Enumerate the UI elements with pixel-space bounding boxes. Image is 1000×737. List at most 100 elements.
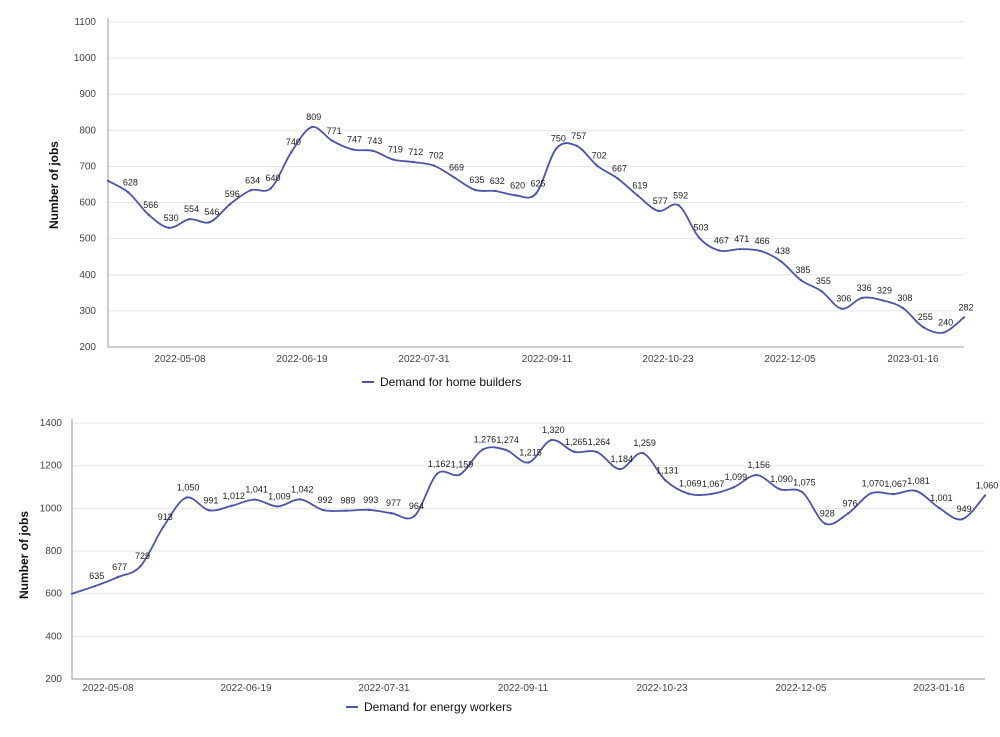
home-data-point-12	[351, 148, 354, 151]
energy-data-label-22: 1,265	[565, 437, 588, 447]
energy-xtick-label-2022-12-05: 2022-12-05	[775, 683, 827, 694]
energy-data-label-10: 1,042	[291, 484, 314, 494]
home-data-label-24: 702	[592, 151, 607, 161]
home-data-label-38: 329	[877, 285, 892, 295]
energy-data-label-33: 928	[820, 509, 835, 519]
energy-ytick-label-1400: 1400	[40, 418, 63, 429]
home-data-label-30: 467	[714, 236, 729, 246]
home-data-label-9: 740	[286, 137, 301, 147]
energy-data-point-28	[709, 492, 713, 496]
home-data-label-19: 632	[490, 176, 505, 186]
home-data-point-2	[147, 213, 150, 217]
home-data-point-8	[269, 186, 273, 190]
energy-data-point-7	[230, 504, 233, 507]
energy-data-point-13	[367, 508, 370, 512]
home-data-point-33	[779, 259, 782, 263]
chart-home-builders-svg: 200 300 400 500 600 700 800 900 1000 1100 2022-05-…	[47, 17, 974, 389]
energy-data-label-12: 989	[340, 496, 355, 506]
energy-data-label-24: 1,184	[611, 454, 634, 464]
home-data-point-41	[942, 331, 945, 334]
home-data-point-10	[310, 125, 314, 129]
home-data-point-15	[412, 160, 415, 164]
energy-data-label-14: 977	[386, 498, 401, 508]
home-data-label-35: 355	[816, 276, 831, 286]
home-data-point-42	[962, 316, 966, 319]
energy-data-point-0	[70, 592, 74, 595]
home-data-point-13	[371, 149, 375, 153]
energy-y-axis-title: Number of jobs	[17, 511, 31, 599]
chart-energy-workers-svg: 200 400 600 800 1000 1200 1400 2022-05-08 2022-0…	[17, 418, 998, 714]
home-data-point-17	[453, 176, 456, 179]
home-data-point-6	[229, 202, 232, 206]
energy-data-label-26: 1,131	[656, 465, 679, 475]
home-ytick-label-400: 400	[79, 270, 96, 281]
energy-data-point-11	[321, 508, 325, 512]
home-y-axis-title: Number of jobs	[47, 141, 61, 229]
home-data-label-13: 743	[367, 136, 382, 146]
home-data-label-20: 620	[510, 180, 525, 190]
energy-data-label-32: 1,075	[793, 477, 816, 487]
home-data-point-11	[330, 139, 334, 143]
home-data-label-18: 635	[469, 175, 484, 185]
home-data-label-1: 628	[123, 177, 138, 187]
energy-data-point-30	[755, 473, 758, 477]
energy-data-label-6: 991	[203, 495, 218, 505]
home-data-label-16: 702	[429, 151, 444, 161]
home-data-point-31	[738, 247, 742, 251]
energy-data-label-38: 1,001	[930, 493, 953, 503]
home-data-point-38	[881, 299, 884, 302]
energy-data-label-2: 677	[112, 562, 127, 572]
home-ytick-label-900: 900	[79, 89, 96, 100]
energy-data-point-27	[687, 492, 690, 495]
home-ytick-label-200: 200	[79, 342, 96, 353]
home-data-point-0	[106, 179, 110, 183]
home-ytick-label-500: 500	[79, 234, 96, 245]
home-xtick-label-2022-12-05: 2022-12-05	[764, 354, 816, 365]
energy-data-label-9: 1,009	[268, 491, 291, 501]
energy-data-label-39: 949	[957, 504, 972, 514]
home-legend-label: Demand for home builders	[380, 375, 521, 389]
energy-data-point-9	[276, 505, 279, 508]
home-data-label-37: 336	[857, 283, 872, 293]
energy-data-point-3	[139, 564, 142, 568]
energy-data-point-37	[915, 489, 918, 493]
home-data-point-7	[249, 189, 252, 192]
home-xtick-label-2022-07-31: 2022-07-31	[398, 354, 450, 365]
home-data-point-9	[290, 150, 293, 154]
energy-data-label-7: 1,012	[223, 491, 246, 501]
energy-xtick-label-2023-01-16: 2023-01-16	[913, 683, 965, 694]
home-data-point-1	[127, 191, 130, 194]
home-xtick-label-2022-09-11: 2022-09-11	[522, 354, 573, 365]
energy-data-point-21	[550, 438, 553, 442]
energy-legend: Demand for energy workers	[346, 700, 512, 714]
energy-data-point-39	[960, 518, 964, 521]
energy-data-label-34: 976	[843, 498, 858, 508]
home-data-label-31: 471	[734, 234, 749, 244]
energy-data-point-2	[116, 576, 119, 579]
energy-xtick-label-2022-07-31: 2022-07-31	[358, 683, 410, 694]
home-data-label-36: 306	[836, 294, 851, 304]
home-xtick-label-2022-10-23: 2022-10-23	[642, 354, 694, 365]
home-data-label-29: 503	[694, 223, 709, 233]
home-data-label-12: 747	[347, 134, 362, 144]
energy-data-point-22	[572, 450, 576, 453]
energy-data-point-8	[253, 498, 256, 501]
home-data-label-4: 554	[184, 204, 199, 214]
home-data-label-2: 566	[143, 200, 158, 210]
home-data-point-16	[432, 164, 436, 167]
home-data-point-4	[188, 217, 191, 221]
home-data-label-42: 282	[958, 302, 973, 312]
home-xtick-label-2022-05-08: 2022-05-08	[154, 354, 206, 365]
energy-ytick-label-800: 800	[45, 546, 62, 557]
home-data-point-5	[208, 220, 212, 224]
energy-data-label-18: 1,276	[474, 434, 497, 444]
home-data-point-14	[392, 158, 395, 161]
home-data-label-8: 640	[266, 173, 281, 183]
home-ytick-label-800: 800	[79, 125, 96, 136]
energy-data-point-18	[481, 448, 485, 451]
energy-data-label-25: 1,259	[633, 438, 656, 448]
energy-ytick-label-200: 200	[45, 674, 62, 685]
home-data-point-25	[616, 177, 619, 180]
energy-xtick-label-2022-09-11: 2022-09-11	[498, 683, 549, 694]
energy-data-point-35	[869, 492, 873, 495]
